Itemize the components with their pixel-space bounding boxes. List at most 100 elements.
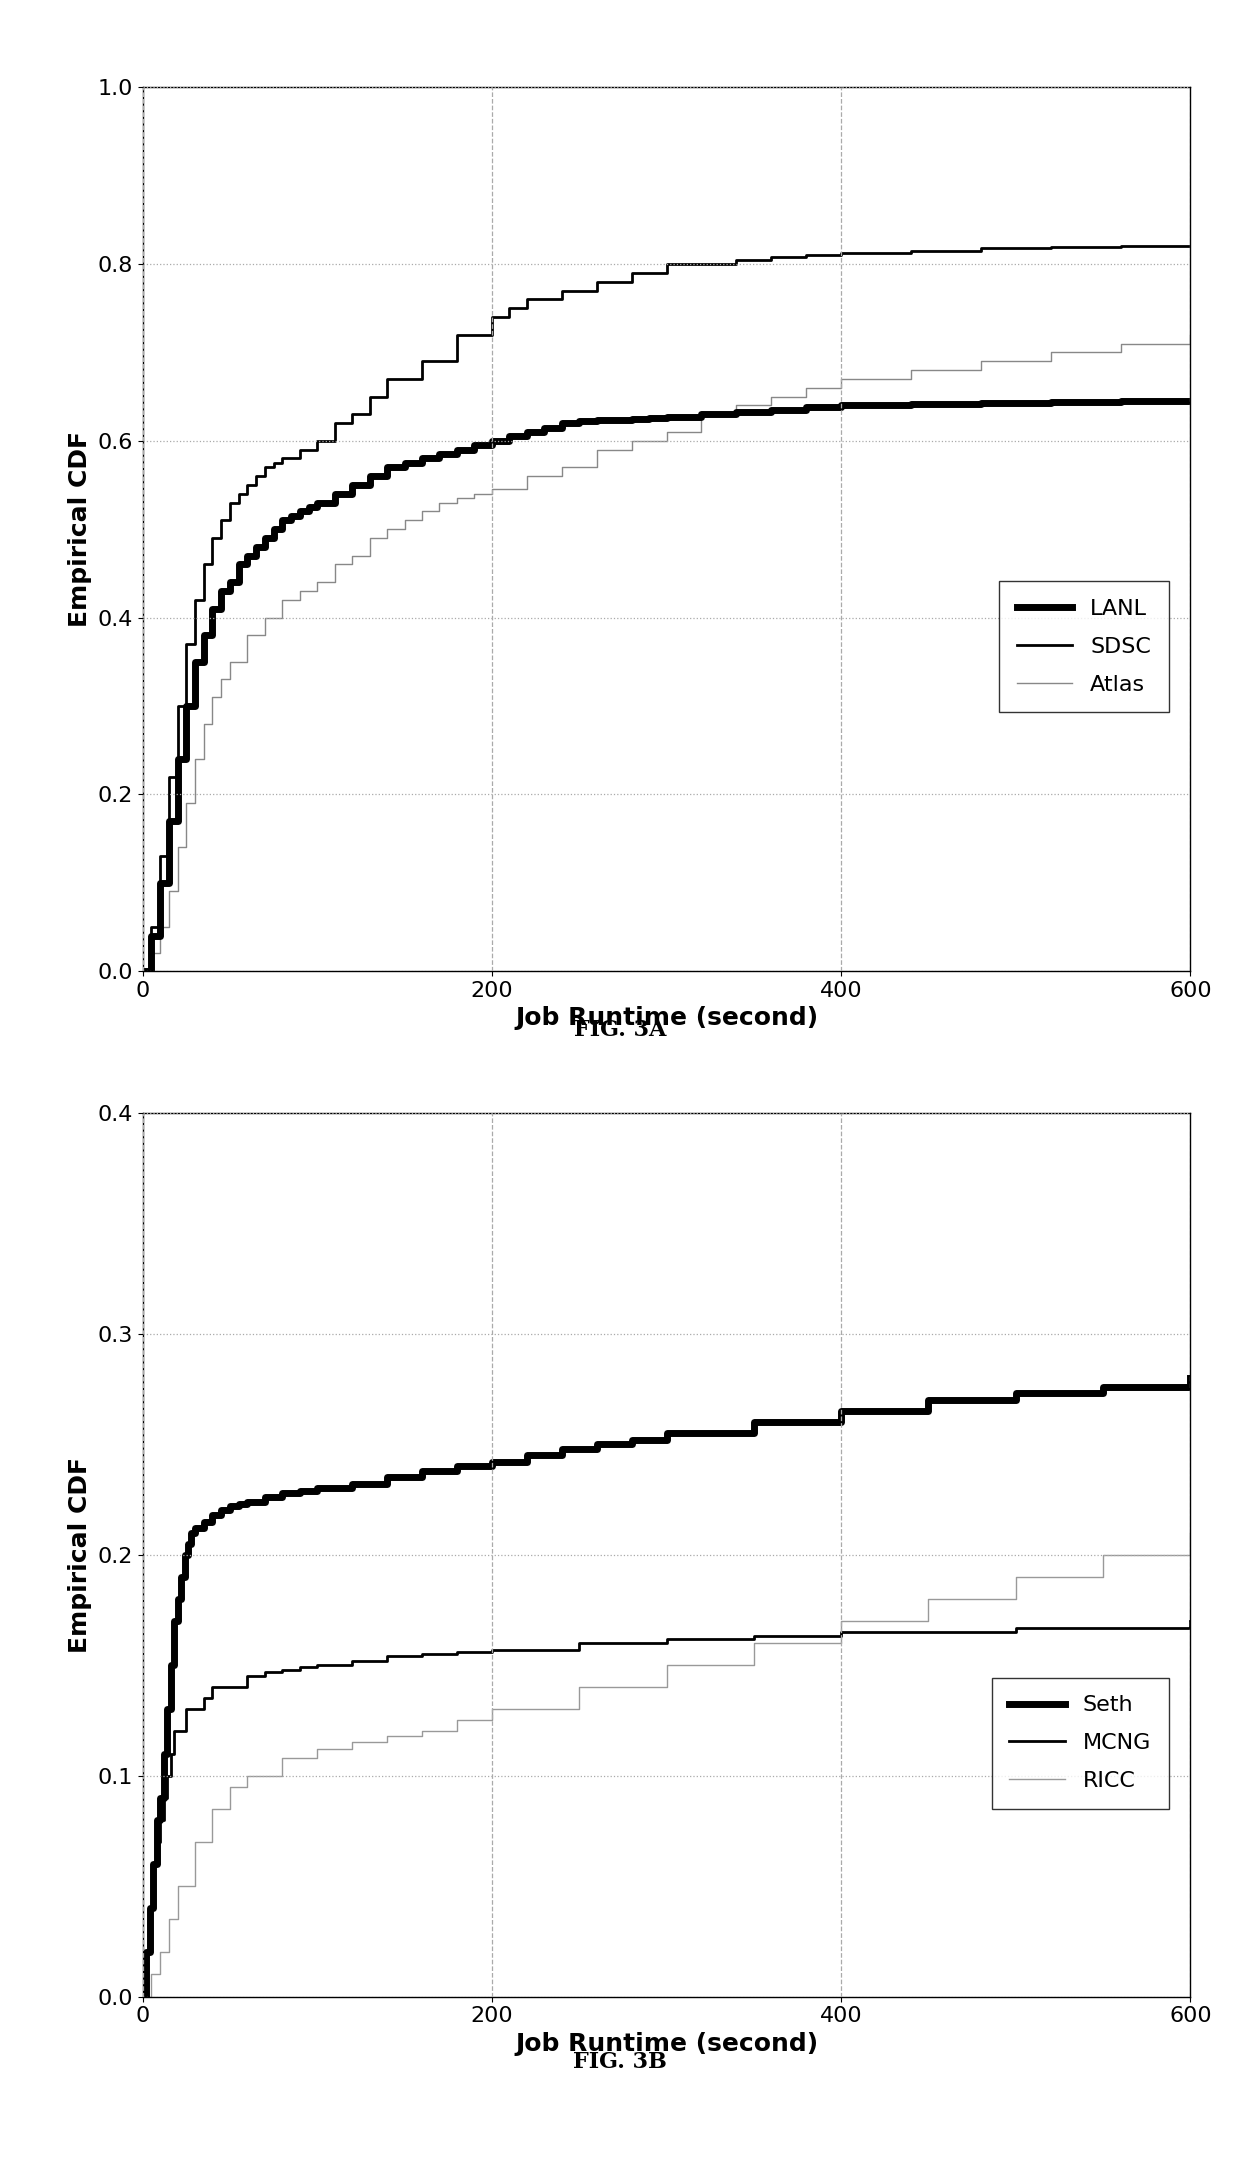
LANL xyxy=(589,408,604,434)
Text: FIG. 3A: FIG. 3A xyxy=(574,1019,666,1041)
Atlas xyxy=(258,604,273,631)
RICC xyxy=(153,1940,167,1966)
SDSC xyxy=(231,480,246,506)
MCNG xyxy=(485,1636,500,1663)
Seth xyxy=(222,1492,237,1519)
Seth xyxy=(746,1410,761,1436)
Atlas xyxy=(275,587,290,613)
SDSC xyxy=(973,236,988,262)
Atlas xyxy=(161,879,176,906)
Atlas xyxy=(170,834,185,860)
Seth xyxy=(166,1608,181,1634)
Atlas xyxy=(660,419,675,445)
SDSC xyxy=(1043,233,1058,260)
MCNG xyxy=(153,1807,167,1833)
Seth xyxy=(153,1785,167,1811)
SDSC xyxy=(239,471,255,497)
Atlas xyxy=(135,958,150,984)
Atlas xyxy=(239,622,255,648)
LANL xyxy=(1183,388,1198,415)
Seth xyxy=(310,1475,325,1501)
Atlas xyxy=(144,940,159,967)
Seth xyxy=(293,1477,308,1503)
MCNG xyxy=(293,1654,308,1680)
MCNG xyxy=(1183,1608,1198,1634)
MCNG xyxy=(196,1685,211,1711)
Atlas xyxy=(904,358,919,384)
Atlas xyxy=(973,349,988,375)
Atlas xyxy=(1043,338,1058,364)
X-axis label: Job Runtime (second): Job Runtime (second) xyxy=(515,2031,818,2055)
Atlas xyxy=(179,790,193,816)
Atlas xyxy=(222,648,237,674)
Atlas xyxy=(694,401,709,428)
MCNG xyxy=(746,1623,761,1650)
MCNG xyxy=(449,1639,464,1665)
MCNG xyxy=(205,1674,219,1700)
MCNG xyxy=(149,1829,164,1855)
SDSC xyxy=(327,410,342,436)
MCNG xyxy=(166,1719,181,1746)
RICC xyxy=(222,1774,237,1800)
Atlas xyxy=(397,506,412,532)
Seth xyxy=(449,1453,464,1479)
RICC xyxy=(660,1652,675,1678)
Seth xyxy=(156,1741,171,1767)
MCNG xyxy=(139,1940,154,1966)
X-axis label: Job Runtime (second): Job Runtime (second) xyxy=(515,1006,818,1030)
Atlas xyxy=(833,367,848,393)
RICC xyxy=(921,1586,936,1612)
RICC xyxy=(833,1608,848,1634)
Atlas xyxy=(153,914,167,940)
MCNG xyxy=(135,1983,150,2010)
RICC xyxy=(345,1730,360,1757)
Seth xyxy=(139,1940,154,1966)
SDSC xyxy=(624,260,639,286)
SDSC xyxy=(694,251,709,277)
Seth xyxy=(196,1508,211,1534)
Legend: Seth, MCNG, RICC: Seth, MCNG, RICC xyxy=(992,1678,1169,1809)
Atlas xyxy=(624,428,639,454)
Seth xyxy=(1008,1381,1023,1407)
RICC xyxy=(379,1724,394,1750)
SDSC xyxy=(833,240,848,266)
Seth xyxy=(177,1540,192,1567)
Seth xyxy=(149,1807,164,1833)
Seth xyxy=(660,1420,675,1447)
RICC xyxy=(187,1829,202,1855)
Seth xyxy=(485,1449,500,1475)
Y-axis label: Empirical CDF: Empirical CDF xyxy=(68,432,92,626)
SDSC xyxy=(345,401,360,428)
SDSC xyxy=(187,587,202,613)
SDSC xyxy=(449,321,464,347)
SDSC xyxy=(554,277,569,303)
Atlas xyxy=(213,666,228,692)
SDSC xyxy=(293,436,308,463)
RICC xyxy=(275,1746,290,1772)
MCNG xyxy=(275,1656,290,1682)
Text: FIG. 3B: FIG. 3B xyxy=(573,2051,667,2073)
RICC xyxy=(572,1674,587,1700)
MCNG xyxy=(179,1695,193,1722)
Seth xyxy=(135,1983,150,2010)
RICC xyxy=(449,1706,464,1733)
Line: LANL: LANL xyxy=(143,401,1190,971)
Atlas xyxy=(310,570,325,596)
MCNG xyxy=(660,1626,675,1652)
Line: RICC: RICC xyxy=(143,1532,1190,1997)
Seth xyxy=(174,1564,188,1591)
MCNG xyxy=(414,1641,429,1667)
SDSC xyxy=(729,247,744,273)
Seth xyxy=(833,1399,848,1425)
RICC xyxy=(135,1983,150,2010)
SDSC xyxy=(1183,233,1198,260)
SDSC xyxy=(310,428,325,454)
RICC xyxy=(205,1796,219,1822)
Atlas xyxy=(379,515,394,541)
Atlas xyxy=(432,489,446,515)
SDSC xyxy=(589,268,604,295)
Seth xyxy=(275,1479,290,1506)
Seth xyxy=(258,1484,273,1510)
Y-axis label: Empirical CDF: Empirical CDF xyxy=(68,1458,92,1652)
LANL xyxy=(275,506,290,532)
